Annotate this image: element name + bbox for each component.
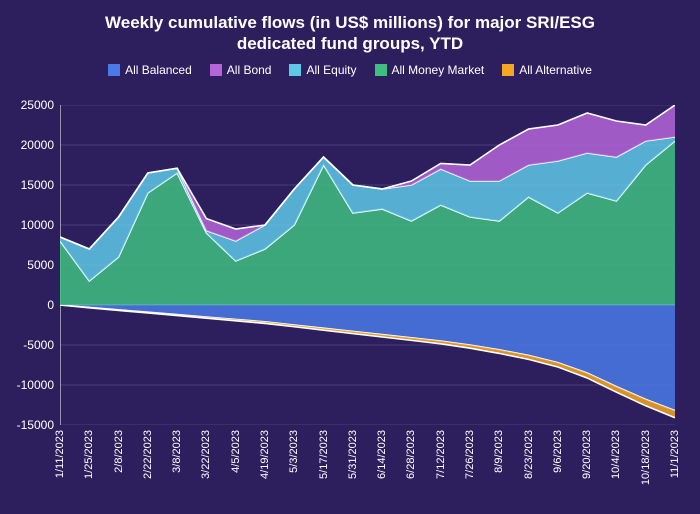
xtick: 2/8/2023	[113, 430, 125, 473]
legend-label-bond: All Bond	[227, 63, 272, 77]
xtick: 3/8/2023	[171, 430, 183, 473]
chart-title-line1: Weekly cumulative flows (in US$ millions…	[40, 12, 660, 33]
xtick: 11/1/2023	[669, 430, 681, 478]
ytick: -10000	[17, 378, 54, 392]
xtick: 8/9/2023	[493, 430, 505, 473]
legend: All Balanced All Bond All Equity All Money …	[0, 59, 700, 83]
xtick: 5/3/2023	[288, 430, 300, 473]
xtick: 10/18/2023	[640, 430, 652, 485]
legend-swatch-alternative	[502, 64, 514, 76]
area-balanced	[60, 305, 675, 411]
xtick: 3/22/2023	[200, 430, 212, 479]
xtick: 9/20/2023	[581, 430, 593, 479]
xtick: 9/6/2023	[552, 430, 564, 473]
ytick: 15000	[21, 178, 54, 192]
xtick: 5/31/2023	[347, 430, 359, 479]
legend-swatch-money_market	[375, 64, 387, 76]
legend-swatch-equity	[289, 64, 301, 76]
legend-swatch-balanced	[108, 64, 120, 76]
ytick: 10000	[21, 218, 54, 232]
xtick: 4/5/2023	[230, 430, 242, 473]
xtick: 7/26/2023	[464, 430, 476, 479]
xtick: 7/12/2023	[435, 430, 447, 479]
xtick: 1/11/2023	[54, 430, 66, 478]
xtick: 6/14/2023	[376, 430, 388, 479]
ytick: -5000	[23, 338, 54, 352]
x-axis: 1/11/20231/25/20232/8/20232/22/20233/8/2…	[60, 430, 675, 510]
legend-label-balanced: All Balanced	[125, 63, 192, 77]
legend-label-alternative: All Alternative	[519, 63, 592, 77]
legend-label-equity: All Equity	[306, 63, 356, 77]
chart-plot	[60, 105, 675, 425]
xtick: 1/25/2023	[83, 430, 95, 479]
ytick: -15000	[17, 418, 54, 432]
legend-item-balanced: All Balanced	[108, 63, 192, 77]
xtick: 4/19/2023	[259, 430, 271, 479]
ytick: 5000	[27, 258, 54, 272]
xtick: 2/22/2023	[142, 430, 154, 479]
legend-item-alternative: All Alternative	[502, 63, 592, 77]
xtick: 10/4/2023	[610, 430, 622, 479]
xtick: 5/17/2023	[318, 430, 330, 479]
ytick: 25000	[21, 98, 54, 112]
legend-item-bond: All Bond	[210, 63, 272, 77]
ytick: 0	[47, 298, 54, 312]
legend-swatch-bond	[210, 64, 222, 76]
xtick: 8/23/2023	[523, 430, 535, 479]
y-axis: -15000-10000-500005000100001500020000250…	[0, 105, 54, 425]
legend-label-money_market: All Money Market	[392, 63, 485, 77]
chart-title-line2: dedicated fund groups, YTD	[40, 33, 660, 54]
xtick: 6/28/2023	[405, 430, 417, 479]
ytick: 20000	[21, 138, 54, 152]
legend-item-money_market: All Money Market	[375, 63, 485, 77]
legend-item-equity: All Equity	[289, 63, 356, 77]
